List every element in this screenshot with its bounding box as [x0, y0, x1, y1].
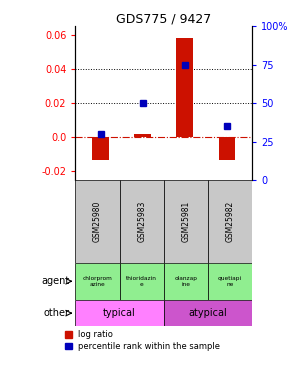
Bar	[219, 137, 235, 159]
Text: GSM25982: GSM25982	[226, 201, 235, 242]
Text: agent: agent	[41, 276, 70, 286]
Text: other: other	[44, 308, 70, 318]
Text: quetiapi
ne: quetiapi ne	[218, 276, 242, 286]
Text: GSM25983: GSM25983	[137, 201, 146, 242]
Text: atypical: atypical	[189, 308, 227, 318]
Text: thioridazin
e: thioridazin e	[126, 276, 157, 286]
Bar	[164, 180, 208, 262]
Text: typical: typical	[103, 308, 136, 318]
Bar	[75, 180, 119, 262]
Bar	[92, 137, 109, 159]
Legend: log ratio, percentile rank within the sample: log ratio, percentile rank within the sa…	[65, 330, 220, 351]
Text: olanzap
ine: olanzap ine	[175, 276, 197, 286]
Bar	[119, 180, 164, 262]
Bar	[75, 300, 164, 326]
Bar	[119, 262, 164, 300]
Bar	[208, 180, 252, 262]
Bar	[164, 300, 252, 326]
Text: GSM25981: GSM25981	[182, 201, 191, 242]
Text: chlorprom
azine: chlorprom azine	[83, 276, 113, 286]
Title: GDS775 / 9427: GDS775 / 9427	[116, 12, 211, 25]
Bar	[208, 262, 252, 300]
Bar	[164, 262, 208, 300]
Bar	[134, 134, 151, 137]
Bar	[75, 262, 119, 300]
Bar	[177, 38, 193, 137]
Text: GSM25980: GSM25980	[93, 201, 102, 242]
